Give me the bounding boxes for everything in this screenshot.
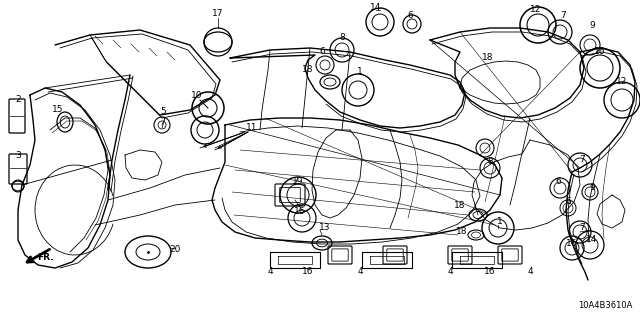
Text: 8: 8 (487, 157, 493, 166)
Text: 6: 6 (565, 197, 571, 206)
Text: 2: 2 (15, 95, 21, 105)
Text: 12: 12 (616, 77, 628, 86)
Text: 7: 7 (579, 223, 585, 233)
Text: 16: 16 (302, 268, 314, 276)
Text: 10A4B3610A: 10A4B3610A (578, 301, 632, 310)
Text: 16: 16 (595, 47, 605, 57)
Text: 5: 5 (160, 108, 166, 116)
Text: 10: 10 (191, 92, 203, 100)
Text: 18: 18 (456, 228, 468, 236)
Text: 6: 6 (407, 12, 413, 20)
Text: 4: 4 (267, 268, 273, 276)
Text: 16: 16 (566, 239, 578, 249)
Text: 4: 4 (527, 268, 533, 276)
Text: 6: 6 (555, 178, 561, 187)
Text: 7: 7 (560, 12, 566, 20)
Text: 19: 19 (292, 178, 304, 187)
Text: FR.: FR. (36, 253, 53, 262)
Text: 16: 16 (294, 207, 306, 217)
Text: 17: 17 (212, 10, 224, 19)
Text: 1: 1 (497, 218, 503, 227)
Text: 18: 18 (483, 53, 493, 62)
Text: 18: 18 (454, 201, 466, 210)
Text: 3: 3 (15, 150, 21, 159)
Text: 14: 14 (586, 236, 598, 244)
Text: 16: 16 (484, 268, 496, 276)
Text: 14: 14 (371, 4, 381, 12)
Text: 1: 1 (357, 68, 363, 76)
Text: 12: 12 (531, 5, 541, 14)
Text: 6: 6 (319, 47, 325, 57)
Text: 11: 11 (246, 124, 258, 132)
Text: 4: 4 (447, 268, 453, 276)
Text: 8: 8 (339, 34, 345, 43)
Text: 13: 13 (319, 223, 331, 233)
Text: 7: 7 (579, 156, 585, 164)
Text: 9: 9 (589, 183, 595, 193)
Text: 9: 9 (589, 21, 595, 30)
Text: 4: 4 (357, 268, 363, 276)
Text: 20: 20 (170, 245, 180, 254)
Text: 18: 18 (302, 66, 314, 75)
Text: 15: 15 (52, 106, 64, 115)
